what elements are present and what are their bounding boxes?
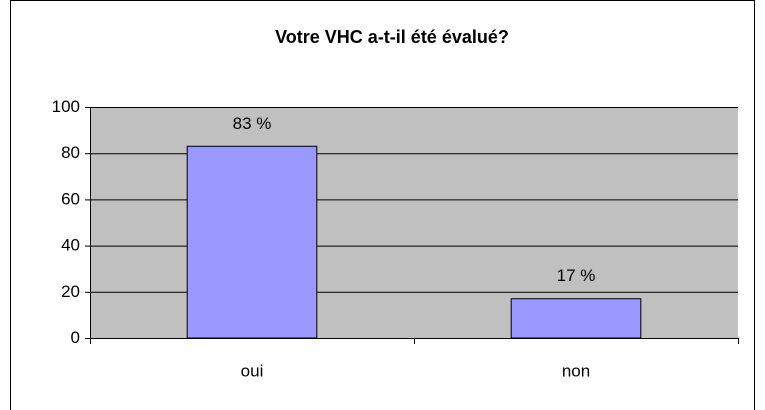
y-tick-label: 80 — [61, 143, 80, 162]
y-tick-label: 20 — [61, 282, 80, 301]
y-tick-label: 0 — [71, 328, 80, 347]
x-tick-label: oui — [241, 361, 264, 380]
x-tick-label: non — [562, 361, 590, 380]
bar — [186, 145, 318, 339]
y-tick-label: 60 — [61, 189, 80, 208]
bar — [510, 298, 642, 339]
y-tick-label: 100 — [52, 97, 80, 116]
y-tick-label: 40 — [61, 236, 80, 255]
data-label: 83 % — [233, 114, 272, 133]
chart-title: Votre VHC a-t-il été évalué? — [275, 27, 509, 47]
data-label: 17 % — [557, 266, 596, 285]
